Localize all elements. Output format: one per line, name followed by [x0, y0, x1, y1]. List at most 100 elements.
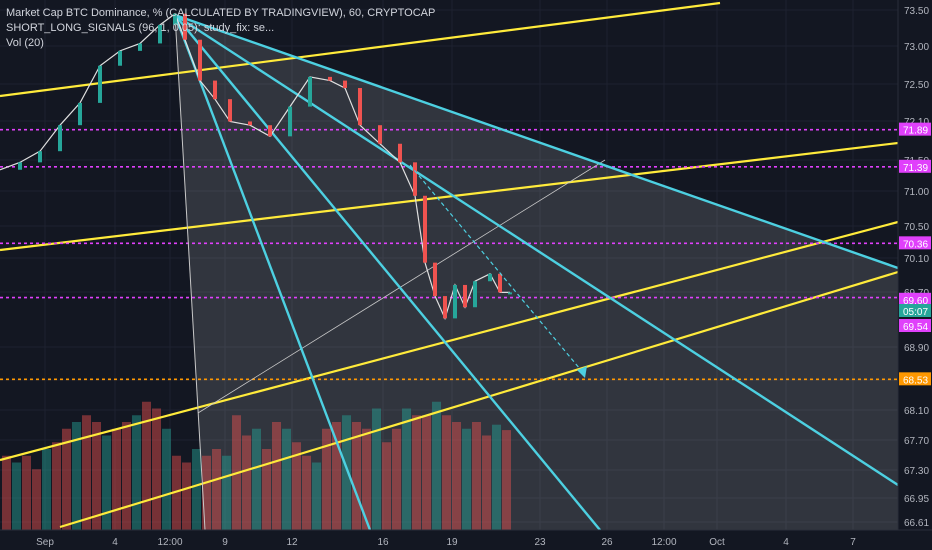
volume-bar: [492, 424, 501, 530]
candle: [433, 262, 437, 297]
volume-label[interactable]: Vol (20): [6, 37, 44, 49]
volume-bar: [412, 415, 421, 530]
volume-bar: [322, 428, 331, 530]
volume-bar: [362, 428, 371, 530]
price-label: 69.60: [903, 296, 928, 307]
y-tick-label: 73.50: [904, 6, 929, 17]
volume-bar: [72, 422, 81, 530]
x-tick-label: 4: [112, 537, 118, 548]
volume-bar: [152, 408, 161, 530]
candle: [358, 88, 362, 126]
x-tick-label: 12:00: [157, 537, 182, 548]
candle: [158, 24, 162, 44]
volume-bar: [312, 462, 321, 530]
volume-bar: [112, 428, 121, 530]
y-tick-label: 68.10: [904, 406, 929, 417]
volume-bar: [452, 422, 461, 530]
candle: [343, 80, 347, 89]
volume-bar: [432, 401, 441, 530]
volume-bar: [442, 415, 451, 530]
candle: [378, 125, 382, 144]
volume-bar: [182, 462, 191, 530]
candle: [173, 13, 177, 25]
fan-shaded-area: [175, 15, 898, 530]
volume-bar: [272, 422, 281, 530]
candle: [98, 65, 102, 103]
trend-diagonal: [197, 159, 606, 414]
price-scale: [898, 0, 932, 550]
price-label-box: [899, 304, 931, 317]
time-scale: [0, 530, 932, 550]
y-tick-label: 72.10: [904, 117, 929, 128]
price-label: 05:07: [903, 307, 928, 318]
volume-bar: [212, 449, 221, 530]
volume-bar: [332, 422, 341, 530]
candle: [328, 76, 332, 81]
candle: [398, 143, 402, 163]
symbol-title[interactable]: Market Cap BTC Dominance, % (CALCULATED …: [6, 7, 436, 19]
volume-bar: [162, 428, 171, 530]
fan-edge-line: [174, 14, 206, 531]
volume-bar: [132, 415, 141, 530]
volume-bar: [392, 428, 401, 530]
channel-line: [59, 270, 899, 529]
x-tick-label: 26: [601, 537, 613, 548]
projection-arrow: [409, 164, 586, 376]
candle: [198, 39, 202, 81]
y-tick-label: 68.90: [904, 343, 929, 354]
x-tick-label: 4: [783, 537, 789, 548]
candle: [118, 50, 122, 66]
y-tick-label: 73.00: [904, 42, 929, 53]
fan-line: [174, 13, 899, 487]
candle: [228, 99, 232, 122]
indicator-label[interactable]: SHORT_LONG_SIGNALS (96, 1, 0.05): study_…: [6, 22, 275, 34]
x-tick-label: 12:00: [651, 537, 676, 548]
x-tick-label: 7: [850, 537, 856, 548]
volume-bar: [2, 455, 11, 530]
price-label-box: [899, 159, 931, 173]
price-label-box: [899, 319, 931, 332]
candle: [508, 292, 512, 295]
x-tick-label: 23: [534, 537, 546, 548]
volume-bar: [402, 408, 411, 530]
fan-line: [173, 14, 372, 531]
volume-bar: [282, 428, 291, 530]
volume-bar: [422, 415, 431, 530]
candle: [498, 273, 502, 293]
candle: [463, 284, 467, 308]
volume-bar: [22, 455, 31, 530]
fan-line: [174, 14, 601, 531]
price-label: 69.54: [903, 322, 928, 333]
candle: [473, 281, 477, 308]
candle: [38, 151, 42, 163]
candle: [308, 76, 312, 107]
x-tick-label: 9: [222, 537, 228, 548]
candle: [453, 284, 457, 319]
volume-bar: [42, 449, 51, 530]
price-label: 68.53: [903, 375, 928, 386]
volume-bar: [502, 430, 511, 530]
volume-bar: [372, 408, 381, 530]
candle: [18, 162, 22, 170]
candle: [488, 273, 492, 282]
volume-bar: [242, 435, 251, 530]
channel-line: [0, 220, 899, 462]
candle: [78, 102, 82, 126]
y-tick-label: 70.50: [904, 222, 929, 233]
candle: [443, 296, 447, 319]
volume-bar: [482, 435, 491, 530]
x-tick-label: Sep: [36, 537, 54, 548]
volume-bar: [82, 415, 91, 530]
candle: [183, 13, 187, 40]
volume-bar: [292, 442, 301, 530]
volume-bar: [142, 401, 151, 530]
y-tick-label: 67.30: [904, 466, 929, 477]
volume-bar: [462, 428, 471, 530]
channel-line: [0, 1, 721, 98]
y-tick-label: 66.95: [904, 494, 929, 505]
volume-bar: [192, 449, 201, 530]
candle: [138, 43, 142, 51]
fan-line: [174, 13, 899, 270]
